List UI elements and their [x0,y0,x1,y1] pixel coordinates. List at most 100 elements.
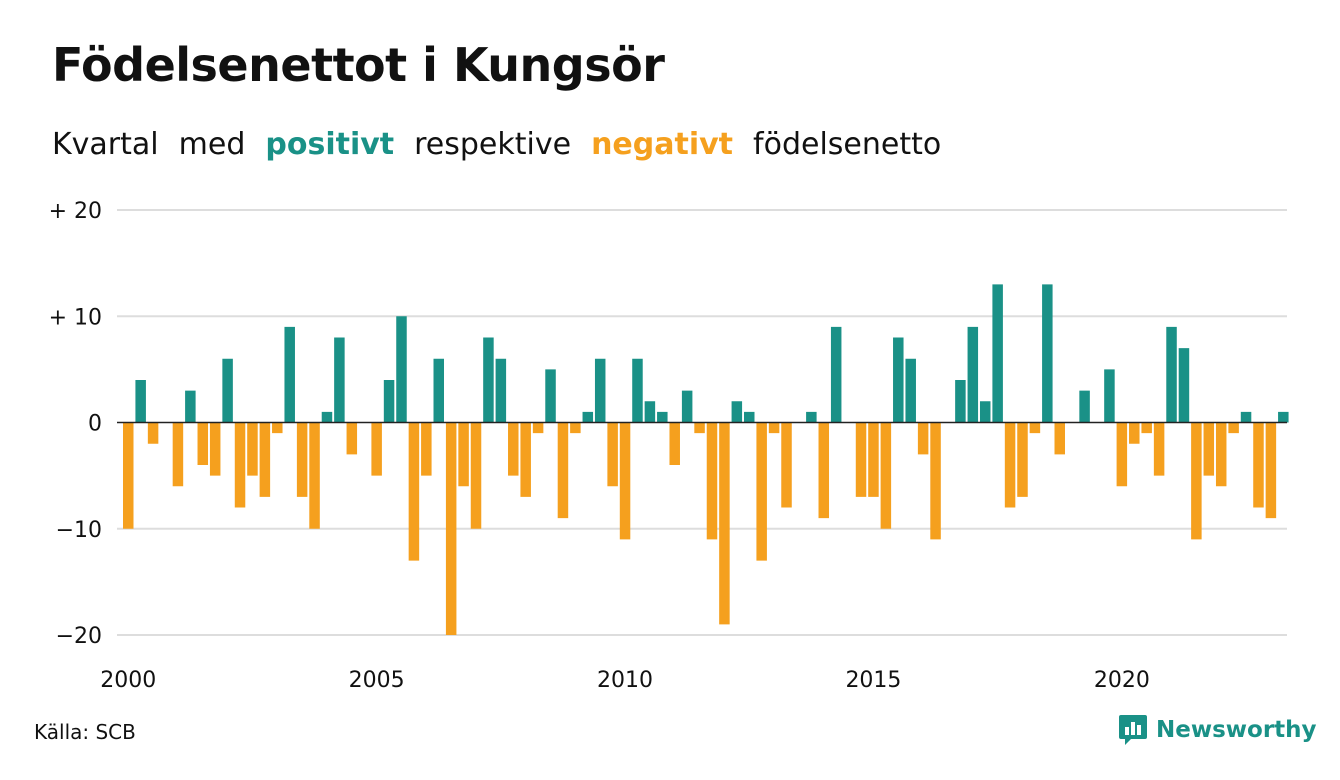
bar-negative [1141,422,1152,434]
bar-positive [545,369,556,423]
bar-positive [731,401,743,423]
subtitle-word: med [178,127,246,162]
bar-negative [694,422,705,434]
newsworthy-logo-icon [1119,715,1147,745]
bar-positive [582,411,594,423]
bar-negative [470,422,482,529]
bar-negative [607,422,618,487]
bar-negative [1054,422,1065,455]
y-tick-label: + 20 [49,199,102,224]
bar-negative [234,422,246,508]
bar-negative [1129,422,1140,444]
bar-negative [371,422,382,476]
bar-positive [222,358,233,423]
bar-positive [321,411,333,423]
subtitle-word: födelsenetto [753,127,942,162]
bar-negative [421,422,432,476]
bar-positive [1178,348,1190,423]
bar-negative [346,422,358,455]
subtitle-positive-label: positivt [265,127,395,162]
bar-positive [495,358,507,423]
bar-positive [1104,369,1115,423]
bar-negative [868,422,879,497]
bar-negative [1116,422,1128,487]
bar-negative [1017,422,1028,497]
bar-negative [917,422,929,455]
bar-positive [992,284,1003,423]
bar-negative [458,422,469,487]
y-tick-label: 0 [88,412,102,437]
bar-negative [123,422,134,529]
x-tick-label: 2015 [845,668,901,693]
x-tick-label: 2010 [597,668,653,693]
bar-positive [383,380,395,423]
bar-negative [669,422,680,465]
bar-negative [172,422,184,487]
bar-negative [1215,422,1227,487]
bar-positive [396,316,407,423]
bar-positive [284,326,295,423]
bar-negative [1029,422,1041,434]
y-tick-label: −20 [56,624,102,649]
bar-positive [334,337,345,423]
bar-negative [209,422,221,476]
bar-positive [433,358,444,423]
bar-negative [309,422,320,529]
bar-positive [979,401,991,423]
bar-positive [1278,411,1289,423]
bar-negative [445,422,457,635]
bar-negative [1228,422,1239,434]
bar-positive [905,358,916,423]
bar-negative [557,422,569,519]
bar-positive [681,390,693,423]
bar-negative [719,422,730,625]
bar-positive [967,326,979,423]
y-tick-label: + 10 [49,305,102,330]
bar-negative [930,422,941,540]
x-tick-label: 2000 [100,668,156,693]
subtitle-word: respektive [414,127,572,162]
bar-positive [632,358,643,423]
chart-title: Födelsenettot i Kungsör [52,38,665,92]
bar-negative [781,422,792,508]
bar-positive [1042,284,1053,423]
bar-negative [508,422,519,476]
bar-negative [1203,422,1215,476]
bar-negative [619,422,631,540]
bar-negative [272,422,283,434]
bar-positive [1240,411,1252,423]
x-tick-label: 2020 [1094,668,1150,693]
bar-negative [1004,422,1016,508]
bar-negative [247,422,258,476]
subtitle-negative-label: negativt [591,127,734,162]
bar-negative [756,422,767,561]
bar-positive [893,337,904,423]
bar-negative [768,422,780,434]
bar-negative [880,422,892,529]
bar-negative [147,422,159,444]
source-note: Källa: SCB [34,720,136,744]
bar-negative [706,422,718,540]
bar-negative [408,422,420,561]
bar-negative [532,422,544,434]
bar-negative [1153,422,1165,476]
bar-positive [483,337,494,423]
brand-name: Newsworthy [1156,717,1317,743]
bar-negative [855,422,867,497]
bar-negative [1265,422,1277,519]
brand: Newsworthy [1118,714,1317,746]
bar-positive [830,326,842,423]
bar-negative [296,422,308,497]
bar-positive [185,390,196,423]
bar-positive [806,411,817,423]
chart-subtitle: Kvartal med positivt respektive negativt föde… [52,127,961,162]
bar-positive [594,358,606,423]
bar-negative [259,422,271,497]
bar-positive [644,401,656,423]
bar-positive [1166,326,1177,423]
bar-positive [744,411,755,423]
bar-positive [1079,390,1090,423]
x-tick-label: 2005 [349,668,405,693]
subtitle-word: Kvartal [52,127,159,162]
